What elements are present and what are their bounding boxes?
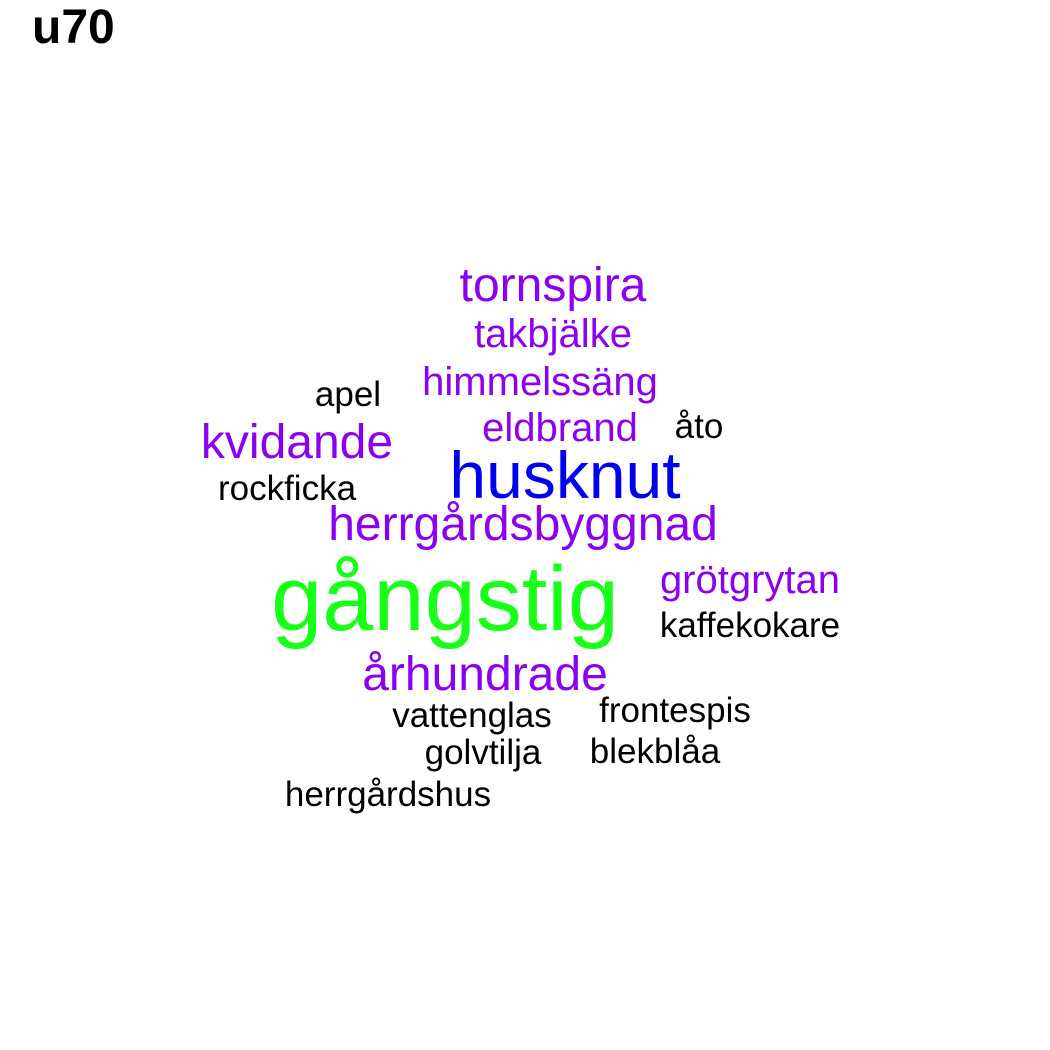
word-13: golvtilja bbox=[425, 733, 542, 772]
word-16: rockficka bbox=[218, 469, 357, 508]
word-11: frontespis bbox=[599, 691, 751, 730]
word-0: gångstig bbox=[271, 548, 619, 650]
word-4: herrgårdsbyggnad bbox=[328, 498, 718, 551]
word-1: husknut bbox=[449, 438, 680, 512]
word-7: himmelssäng bbox=[422, 360, 658, 404]
word-5: kvidande bbox=[201, 416, 393, 469]
word-10: kaffekokare bbox=[660, 606, 840, 645]
word-17: apel bbox=[315, 375, 381, 414]
word-15: herrgårdshus bbox=[285, 775, 491, 814]
word-18: åto bbox=[675, 407, 724, 446]
chart-title: u70 bbox=[32, 1, 115, 54]
word-6: takbjälke bbox=[474, 312, 632, 356]
word-9: grötgrytan bbox=[660, 558, 840, 602]
word-8: eldbrand bbox=[482, 406, 638, 450]
word-14: blekblåa bbox=[590, 732, 721, 771]
word-3: tornspira bbox=[460, 259, 647, 312]
word-2: århundrade bbox=[362, 648, 608, 701]
word-12: vattenglas bbox=[392, 696, 552, 735]
